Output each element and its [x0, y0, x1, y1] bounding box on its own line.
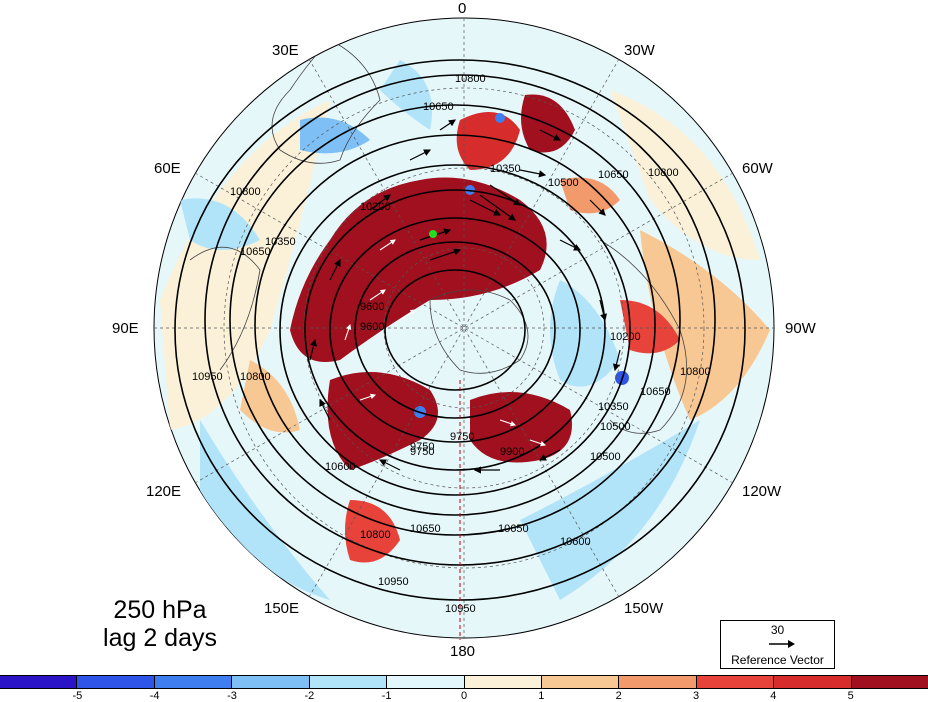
reference-vector-box: 30 Reference Vector: [720, 620, 835, 669]
contour-label: 9750: [410, 446, 434, 458]
contour-label: 10500: [548, 177, 579, 189]
contour-label: 10800: [680, 366, 711, 378]
colorbar-segment: [464, 676, 542, 688]
contour-label: 10650: [410, 523, 441, 535]
contour-label: 10650: [240, 246, 271, 258]
contour-label: 10650: [423, 101, 454, 113]
contour-label: 10500: [600, 421, 631, 433]
wind-vectors-white: [344, 239, 547, 447]
colorbar-tick-label: -3: [227, 690, 237, 702]
contour-label: 10650: [498, 523, 529, 535]
colorbar-segment: [309, 676, 388, 688]
colorbar-tick-label: -1: [381, 690, 392, 702]
colorbar-segment: [154, 676, 233, 688]
colorbar-segment: [851, 676, 928, 688]
reference-arrow-icon: [769, 640, 795, 648]
contour-label: 9750: [410, 441, 434, 453]
lag-caption: lag 2 days: [103, 624, 217, 652]
colorbar-segment: [619, 676, 697, 688]
reference-vector-label: Reference Vector: [731, 653, 824, 667]
contour-label: 10950: [192, 371, 223, 383]
contour-label: 10600: [325, 461, 356, 473]
contour-label-group: 10800 10650 10350 10500 10650 10800 1080…: [192, 73, 711, 615]
colorbar-segment: [232, 676, 310, 688]
contour-label: 10600: [560, 536, 591, 548]
lon-label-30e: 30E: [272, 42, 299, 59]
contour-label: 10650: [640, 386, 671, 398]
location-marker: [429, 230, 437, 238]
contour-label: 10800: [648, 167, 679, 179]
contour-label: 10350: [265, 236, 296, 248]
colorbar: [0, 675, 928, 689]
colorbar-segment: [387, 676, 465, 688]
contour-label: 10800: [360, 529, 391, 541]
lon-label-90w: 90W: [785, 320, 816, 337]
colorbar-tick-label: -2: [304, 690, 315, 702]
lon-label-120w: 120W: [742, 483, 782, 500]
contour-label: 9900: [500, 446, 524, 458]
colorbar-tick-label: 1: [538, 690, 545, 702]
lon-label-60e: 60E: [154, 160, 181, 177]
colorbar-tick-label: -4: [149, 690, 160, 702]
contour-label: 10500: [590, 451, 621, 463]
contour-label: 10350: [598, 401, 629, 413]
lon-label-120e: 120E: [146, 483, 182, 500]
contour-label: 10800: [230, 186, 261, 198]
contour-label: 9750: [450, 431, 474, 443]
reference-vector-magnitude: 30: [770, 623, 785, 637]
contour-label: 10950: [378, 576, 409, 588]
colorbar-segment: [77, 676, 155, 688]
colorbar-segment: [696, 676, 775, 688]
contour-label: 10650: [598, 169, 629, 181]
lon-label-150w: 150W: [624, 600, 664, 617]
lon-label-180: 180: [450, 643, 476, 660]
lon-label-90e: 90E: [112, 320, 139, 337]
contour-label: 10350: [490, 163, 521, 175]
level-caption: 250 hPa: [113, 596, 207, 624]
contour-label: 9600: [360, 301, 384, 313]
contour-label: 10200: [610, 331, 641, 343]
lon-label-60w: 60W: [742, 160, 773, 177]
contour-label: 9600: [360, 321, 384, 333]
colorbar-segment: [541, 676, 620, 688]
lon-label-0: 0: [458, 0, 467, 17]
colorbar-tick-label: 0: [460, 690, 468, 702]
colorbar-segment: [0, 676, 78, 688]
colorbar-segment: [774, 676, 852, 688]
contour-label: 10950: [445, 603, 476, 615]
lon-label-30w: 30W: [624, 42, 655, 59]
colorbar-tick-label: 4: [770, 690, 777, 702]
colorbar-tick-label: 2: [615, 690, 622, 702]
colorbar-tick-label: -5: [72, 690, 83, 702]
contour-label: 10800: [240, 371, 271, 383]
colorbar-tick-label: 3: [692, 690, 700, 702]
contour-label: 10800: [455, 73, 486, 85]
lon-label-150e: 150E: [264, 600, 300, 617]
contour-label: 10200: [360, 201, 391, 213]
colorbar-tick-label: 5: [847, 690, 854, 702]
